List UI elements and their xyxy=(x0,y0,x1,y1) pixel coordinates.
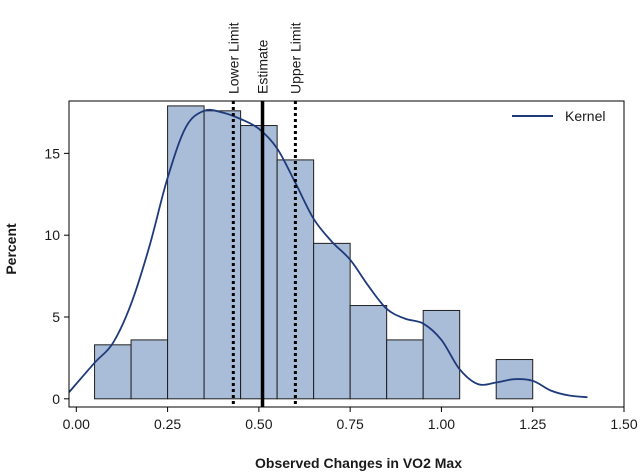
kernel-density-line xyxy=(68,108,588,399)
x-axis-title: Observed Changes in VO2 Max xyxy=(255,455,462,471)
histogram-bar xyxy=(313,242,351,400)
histogram-bar xyxy=(240,125,278,400)
legend-kernel-label: Kernel xyxy=(565,108,605,124)
histogram-bar xyxy=(349,305,388,400)
y-tick-label: 10 xyxy=(44,227,60,243)
legend: Kernel xyxy=(512,108,605,124)
x-tick-label: 0.00 xyxy=(63,416,90,432)
histogram-bar xyxy=(203,110,242,400)
histogram-bar xyxy=(386,339,424,400)
x-tick-label: 1.50 xyxy=(610,416,637,432)
x-tick-label: 1.25 xyxy=(519,416,546,432)
y-tick-label: 15 xyxy=(44,145,60,161)
y-axis-title: Percent xyxy=(3,223,19,275)
histogram-bar xyxy=(422,309,461,400)
histogram-bar xyxy=(276,159,315,400)
x-tick-label: 0.50 xyxy=(245,416,272,432)
y-tick-label: 0 xyxy=(52,391,60,407)
bars-layer xyxy=(94,105,534,400)
kernel-layer xyxy=(68,108,588,399)
y-axis-ticks: 0 5 10 15 xyxy=(44,145,69,407)
histogram-bar xyxy=(130,339,169,400)
histogram-bar xyxy=(94,344,132,400)
y-tick-label: 5 xyxy=(52,309,60,325)
histogram-bar xyxy=(167,105,205,400)
reference-line-label: Estimate xyxy=(255,39,271,94)
x-tick-label: 0.25 xyxy=(154,416,181,432)
reference-line-label: Upper Limit xyxy=(287,22,303,94)
reference-line-label: Lower Limit xyxy=(225,22,241,94)
x-tick-label: 0.75 xyxy=(337,416,364,432)
plot-frame xyxy=(68,100,625,408)
reference-lines-layer: Lower Limit Estimate Upper Limit xyxy=(225,22,303,407)
x-tick-label: 1.00 xyxy=(428,416,455,432)
x-axis-ticks: 0.00 0.25 0.50 0.75 1.00 1.25 1.50 xyxy=(63,407,638,432)
